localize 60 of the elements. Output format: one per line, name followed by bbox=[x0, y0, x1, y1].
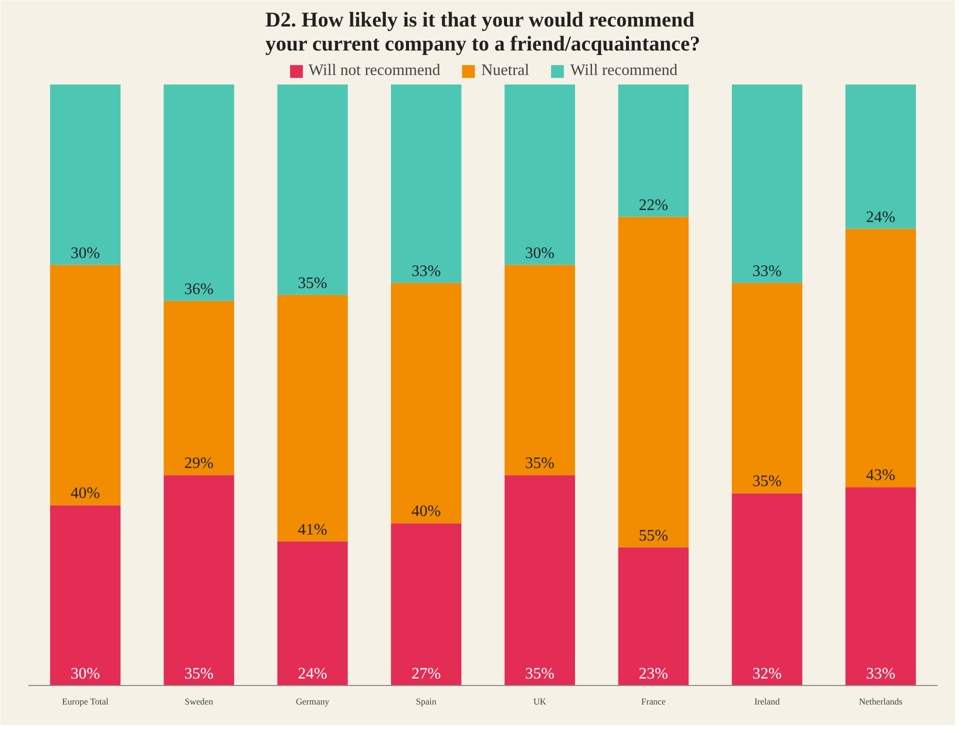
data-label: 36% bbox=[184, 280, 214, 298]
data-label: 29% bbox=[184, 455, 214, 472]
data-label: 40% bbox=[412, 503, 441, 520]
data-label: 27% bbox=[412, 666, 441, 682]
legend-label: Will recommend bbox=[570, 62, 678, 80]
chart-title: D2. How likely is it that your would recommend your current company to a friend/acquaintance? bbox=[265, 8, 700, 56]
data-label: 35% bbox=[525, 666, 554, 682]
bar bbox=[277, 541, 348, 686]
data-label: 35% bbox=[752, 473, 782, 490]
data-label: 40% bbox=[70, 485, 100, 502]
data-label: 22% bbox=[638, 196, 668, 214]
bar bbox=[504, 264, 576, 476]
bar bbox=[732, 84, 802, 283]
bar bbox=[390, 84, 462, 283]
bar bbox=[845, 84, 916, 229]
data-label: 43% bbox=[866, 467, 896, 484]
bar bbox=[50, 84, 121, 265]
data-label: 30% bbox=[70, 244, 100, 262]
bar bbox=[618, 216, 689, 548]
data-label: 35% bbox=[525, 455, 554, 472]
bar bbox=[732, 282, 802, 494]
bar bbox=[277, 84, 348, 295]
data-label: 35% bbox=[184, 666, 214, 682]
data-label: 23% bbox=[638, 666, 668, 682]
bar bbox=[618, 547, 689, 686]
bar bbox=[732, 493, 802, 686]
bar bbox=[164, 475, 234, 686]
x-tick-label: UK bbox=[533, 696, 547, 706]
legend-label: Will not recommend bbox=[308, 62, 440, 80]
bar bbox=[845, 228, 916, 488]
bar bbox=[50, 264, 121, 506]
legend-label: Nuetral bbox=[481, 62, 530, 80]
bar bbox=[618, 84, 689, 217]
bar bbox=[504, 84, 576, 265]
data-label: 33% bbox=[412, 262, 441, 280]
data-label: 33% bbox=[752, 262, 782, 280]
x-tick-label: France bbox=[641, 696, 666, 706]
bar bbox=[390, 282, 462, 524]
x-tick-label: Germany bbox=[296, 696, 330, 706]
data-label: 35% bbox=[298, 274, 328, 292]
data-label: 24% bbox=[866, 208, 896, 226]
x-tick-label: Netherlands bbox=[858, 696, 903, 706]
bar bbox=[50, 505, 121, 686]
x-tick-label: Sweden bbox=[184, 696, 214, 706]
data-label: 30% bbox=[70, 666, 100, 682]
data-label: 32% bbox=[752, 666, 782, 682]
bar bbox=[504, 475, 576, 686]
data-label: 30% bbox=[525, 244, 554, 262]
bar bbox=[277, 294, 348, 542]
x-tick-label: Europe Total bbox=[62, 696, 109, 706]
bar bbox=[390, 523, 462, 686]
bar bbox=[845, 487, 916, 686]
data-label: 41% bbox=[298, 521, 328, 538]
x-tick-label: Ireland bbox=[754, 696, 780, 706]
x-tick-label: Spain bbox=[416, 696, 437, 706]
bar bbox=[164, 300, 234, 476]
data-label: 33% bbox=[866, 666, 896, 682]
data-label: 24% bbox=[298, 666, 328, 682]
data-label: 55% bbox=[638, 527, 668, 544]
bar bbox=[164, 84, 234, 301]
